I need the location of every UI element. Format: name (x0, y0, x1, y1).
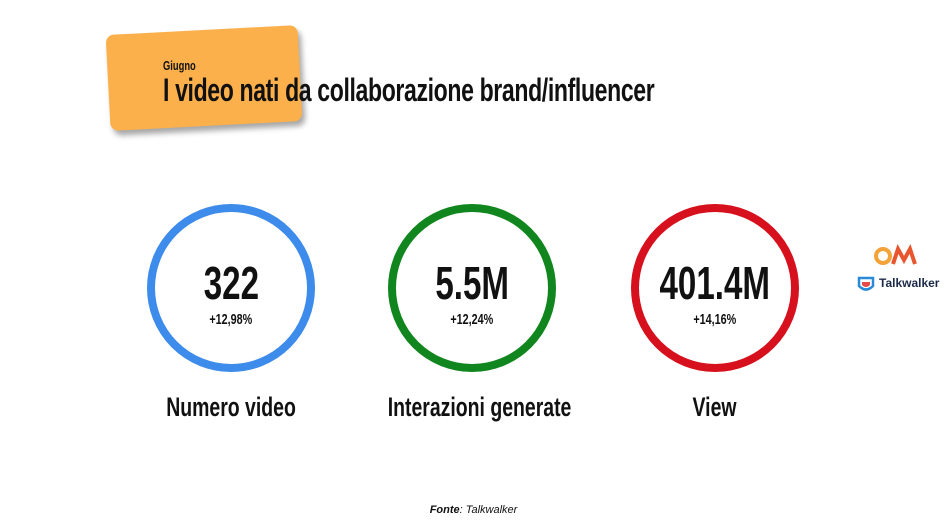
logo-mark (874, 244, 917, 265)
source-label: Fonte (429, 504, 460, 516)
kpi-label: Interazioni generate (352, 392, 592, 423)
kpi-value-text: 5.5M (435, 257, 509, 309)
kpi-label-text: Numero video (166, 392, 296, 422)
title-text: I video nati da collaborazione brand/inf… (163, 72, 655, 108)
kicker-text: Giugno (163, 58, 196, 73)
logo-text: Talkwalker (879, 276, 940, 290)
kpi-change-text: +14,16% (693, 311, 737, 328)
kpi-change: +12,24% (352, 311, 592, 329)
kpi-label: View (595, 392, 835, 423)
kpi-value-text: 322 (203, 257, 259, 309)
kpi-value-text: 401.4M (659, 257, 771, 309)
kicker: Giugno (163, 58, 209, 73)
source: Fonte: Talkwalker (0, 504, 947, 516)
kpi-label-text: View (693, 392, 737, 422)
kpi-label: Numero video (111, 392, 351, 423)
kpi-value: 401.4M (595, 256, 835, 310)
kpi-ring (147, 204, 315, 372)
kpi-change: +12,98% (111, 311, 351, 329)
kpi-value: 322 (111, 256, 351, 310)
kpi-ring (388, 204, 556, 372)
kpi-change-text: +12,98% (209, 311, 253, 328)
logo-icon (857, 276, 875, 291)
title: I video nati da collaborazione brand/inf… (163, 72, 845, 109)
kpi-change: +14,16% (595, 311, 835, 329)
kpi-label-text: Interazioni generate (387, 392, 572, 422)
kpi-change-text: +12,24% (450, 311, 494, 328)
source-text: : Talkwalker (459, 504, 518, 516)
kpi-value: 5.5M (352, 256, 592, 310)
kpi-ring (631, 204, 799, 372)
